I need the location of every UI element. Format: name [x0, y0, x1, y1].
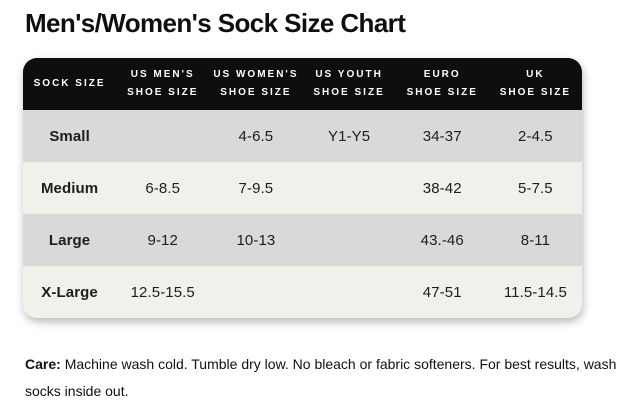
- column-header: US Youth Shoe Size: [313, 69, 385, 98]
- care-note: Care: Machine wash cold. Tumble dry low.…: [25, 351, 619, 406]
- table-cell: [209, 266, 302, 318]
- care-text: Machine wash cold. Tumble dry low. No bl…: [25, 356, 617, 400]
- table-body: Small 4-6.5 Y1-Y5 34-37 2-4.5 Medium 6-8.5 7-9.…: [23, 110, 582, 318]
- table-cell: [302, 214, 395, 266]
- table-cell: 8-11: [520, 231, 551, 249]
- size-label: Large: [48, 231, 91, 249]
- table-header-row: Sock Size US Men's Shoe Size US Women's Sh…: [23, 58, 582, 110]
- table-cell: Y1-Y5: [327, 127, 371, 145]
- table-cell: 9-12: [147, 231, 178, 249]
- table-cell: 5-7.5: [518, 179, 553, 197]
- column-header: US Men's Shoe Size: [127, 69, 199, 98]
- table-row: Large 9-12 10-13 43.-46 8-11: [23, 214, 582, 266]
- column-header: Sock Size: [33, 78, 106, 89]
- care-label: Care:: [25, 356, 61, 372]
- column-header: US Women's Shoe Size: [213, 69, 299, 98]
- table-cell: 7-9.5: [238, 179, 274, 197]
- table-cell: 38-42: [422, 179, 462, 197]
- table-cell: 47-51: [422, 283, 462, 301]
- size-label: Medium: [40, 179, 99, 197]
- table-cell: 2-4.5: [518, 127, 553, 145]
- table-row: X-Large 12.5-15.5 47-51 11.5-14.5: [23, 266, 582, 318]
- table-cell: 12.5-15.5: [130, 283, 195, 301]
- table-cell: 6-8.5: [145, 179, 181, 197]
- size-label: Small: [49, 127, 90, 145]
- column-header: Euro Shoe Size: [406, 69, 478, 98]
- table-cell: 11.5-14.5: [503, 283, 567, 301]
- column-header: UK Shoe Size: [499, 69, 572, 98]
- table-row: Medium 6-8.5 7-9.5 38-42 5-7.5: [23, 162, 582, 214]
- size-chart-table: Sock Size US Men's Shoe Size US Women's Sh…: [23, 58, 582, 318]
- size-label: X-Large: [41, 283, 98, 301]
- page-title: Men's/Women's Sock Size Chart: [25, 8, 406, 38]
- table-cell: 34-37: [422, 127, 462, 145]
- table-cell: 4-6.5: [238, 127, 274, 145]
- table-cell: 10-13: [236, 231, 276, 249]
- table-cell: [116, 110, 209, 162]
- table-cell: 43.-46: [420, 231, 464, 249]
- table-cell: [302, 266, 395, 318]
- table-row: Small 4-6.5 Y1-Y5 34-37 2-4.5: [23, 110, 582, 162]
- table-cell: [302, 162, 395, 214]
